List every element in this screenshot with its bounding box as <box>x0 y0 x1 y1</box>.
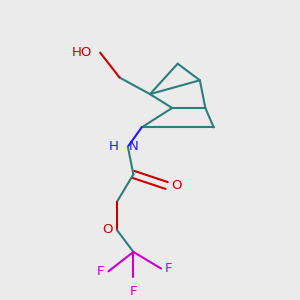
Text: O: O <box>171 179 181 192</box>
Text: F: F <box>130 285 137 298</box>
Text: F: F <box>97 265 104 278</box>
Text: F: F <box>165 262 173 275</box>
Text: HO: HO <box>71 46 92 59</box>
Text: O: O <box>102 223 112 236</box>
Text: N: N <box>129 140 139 153</box>
Text: H: H <box>108 140 118 153</box>
